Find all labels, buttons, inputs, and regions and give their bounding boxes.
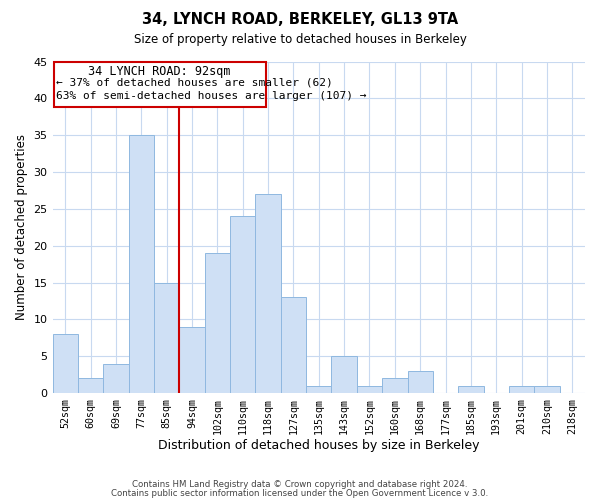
- Bar: [458, 386, 484, 393]
- Bar: [128, 135, 154, 393]
- FancyBboxPatch shape: [54, 62, 266, 107]
- Bar: [230, 216, 256, 393]
- Bar: [331, 356, 357, 393]
- Bar: [281, 298, 306, 393]
- Bar: [306, 386, 331, 393]
- Bar: [103, 364, 128, 393]
- Bar: [205, 253, 230, 393]
- Bar: [534, 386, 560, 393]
- Bar: [357, 386, 382, 393]
- Bar: [53, 334, 78, 393]
- Bar: [78, 378, 103, 393]
- Text: 34, LYNCH ROAD, BERKELEY, GL13 9TA: 34, LYNCH ROAD, BERKELEY, GL13 9TA: [142, 12, 458, 28]
- Bar: [256, 194, 281, 393]
- Bar: [407, 371, 433, 393]
- Text: 34 LYNCH ROAD: 92sqm: 34 LYNCH ROAD: 92sqm: [88, 65, 231, 78]
- Bar: [382, 378, 407, 393]
- Bar: [179, 327, 205, 393]
- Text: Size of property relative to detached houses in Berkeley: Size of property relative to detached ho…: [134, 32, 466, 46]
- X-axis label: Distribution of detached houses by size in Berkeley: Distribution of detached houses by size …: [158, 440, 479, 452]
- Text: Contains public sector information licensed under the Open Government Licence v : Contains public sector information licen…: [112, 489, 488, 498]
- Text: ← 37% of detached houses are smaller (62): ← 37% of detached houses are smaller (62…: [56, 78, 333, 88]
- Text: 63% of semi-detached houses are larger (107) →: 63% of semi-detached houses are larger (…: [56, 91, 367, 101]
- Bar: [154, 282, 179, 393]
- Bar: [509, 386, 534, 393]
- Text: Contains HM Land Registry data © Crown copyright and database right 2024.: Contains HM Land Registry data © Crown c…: [132, 480, 468, 489]
- Y-axis label: Number of detached properties: Number of detached properties: [15, 134, 28, 320]
